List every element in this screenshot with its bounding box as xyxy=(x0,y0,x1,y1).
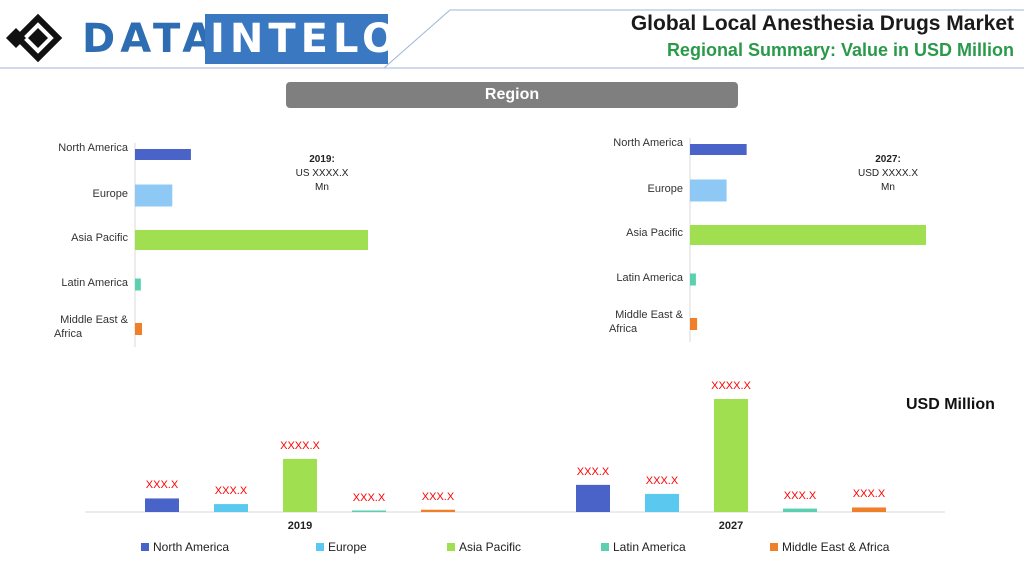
data-label: XXX.X xyxy=(421,490,455,503)
legend-swatch xyxy=(770,543,778,551)
category-label: Asia Pacific xyxy=(8,231,128,245)
legend-label: Latin America xyxy=(613,540,686,554)
category-label: Latin America xyxy=(563,271,683,285)
legend-item: Asia Pacific xyxy=(447,540,521,554)
year-note-year: 2027: xyxy=(875,154,901,165)
logo-data-text: DATA xyxy=(82,16,219,62)
vbar-2019-north-america xyxy=(145,498,179,512)
hbar-2019-asia-pacific xyxy=(135,230,368,250)
hbar-2019-latin-america xyxy=(135,278,141,291)
legend-swatch xyxy=(141,543,149,551)
data-label: XXX.X xyxy=(352,491,386,504)
category-label-line: Middle East & xyxy=(60,314,128,326)
vbar-2019-middle-east-africa xyxy=(421,509,455,512)
legend-item: Middle East & Africa xyxy=(770,540,889,554)
data-label: XXX.X xyxy=(576,465,610,478)
data-label: XXXX.X xyxy=(280,439,320,452)
category-label: Middle East & Africa xyxy=(563,308,683,336)
page-subtitle: Regional Summary: Value in USD Million xyxy=(666,40,1014,60)
logo-intelo-text: INTELO xyxy=(210,16,402,62)
hbar-2027-asia-pacific xyxy=(690,225,926,245)
category-label-line: Asia Pacific xyxy=(71,232,128,244)
hbar-2019-europe xyxy=(135,184,173,207)
legend-label: Middle East & Africa xyxy=(782,540,890,554)
category-label-line: Europe xyxy=(92,187,128,200)
unit-label: USD Million xyxy=(906,396,995,413)
header-banner xyxy=(0,9,1024,69)
category-label-line: Africa xyxy=(53,328,83,340)
year-note-unit: Mn xyxy=(881,182,895,193)
region-header-bar: Region xyxy=(286,82,738,108)
legend-label: North America xyxy=(153,540,230,554)
data-label: XXXX.X xyxy=(711,380,751,392)
category-label-line: North America xyxy=(613,137,683,149)
legend-label: Europe xyxy=(328,540,367,554)
legend-swatch xyxy=(601,543,609,551)
vbar-2027-middle-east-africa xyxy=(852,507,886,512)
logo-intelo-box xyxy=(205,14,388,64)
legend-swatch xyxy=(447,543,455,551)
vbar-2019-europe xyxy=(214,504,248,512)
page-title: Global Local Anesthesia Drugs Market xyxy=(630,12,1014,35)
legend-item: North America xyxy=(141,540,229,554)
data-label: XXX.X xyxy=(214,485,248,498)
hbar-2027-latin-america xyxy=(690,273,696,286)
year-note-unit: Mn xyxy=(315,182,329,193)
vbar-2027-north-america xyxy=(576,484,610,512)
category-label-line: Middle East & xyxy=(615,309,683,321)
legend-swatch xyxy=(316,543,324,551)
hbar-2027-europe xyxy=(690,179,727,202)
category-label-line: Latin America xyxy=(61,276,128,289)
category-label-line: Asia Pacific xyxy=(626,227,683,239)
hbar-2027-north-america xyxy=(690,144,747,155)
data-label: XXX.X xyxy=(852,488,886,501)
group-label-2019: 2019 xyxy=(287,520,313,532)
category-label-line: North America xyxy=(58,142,128,154)
category-label-line: Latin America xyxy=(616,271,683,284)
year-total-note: 2027: USD XXXX.X Mn xyxy=(843,153,933,195)
category-label: Middle East & Africa xyxy=(8,313,128,341)
year-total-note: 2019: US XXXX.X Mn xyxy=(277,153,367,195)
data-label: XXX.X xyxy=(645,474,679,487)
year-note-value: USD XXXX.X xyxy=(857,168,919,179)
data-label: XXX.X xyxy=(145,479,179,492)
vbar-2019-asia-pacific xyxy=(283,458,317,512)
vbar-2027-latin-america xyxy=(783,508,817,512)
category-label: Asia Pacific xyxy=(563,226,683,240)
category-label: North America xyxy=(8,141,128,155)
hbar-2027-middle-east-africa xyxy=(690,318,698,330)
category-label-line: Europe xyxy=(647,182,683,195)
category-label-line: Africa xyxy=(608,323,638,335)
group-label-2027: 2027 xyxy=(718,520,744,532)
logo-mark-icon xyxy=(6,13,63,63)
hbar-2019-north-america xyxy=(135,149,191,160)
vbar-2019-latin-america xyxy=(352,510,386,512)
category-label: North America xyxy=(563,136,683,150)
legend-item: Latin America xyxy=(601,540,686,554)
vbar-2027-europe xyxy=(645,493,679,512)
vbar-2027-asia-pacific xyxy=(714,399,748,512)
category-label: Europe xyxy=(563,182,683,196)
legend-item: Europe xyxy=(316,540,367,554)
category-label: Latin America xyxy=(8,276,128,290)
hbar-2019-middle-east-africa xyxy=(135,323,142,335)
legend-label: Asia Pacific xyxy=(459,540,522,554)
data-label: XXX.X xyxy=(783,489,817,502)
year-note-year: 2019: xyxy=(309,154,335,165)
year-note-value: US XXXX.X xyxy=(295,168,349,179)
category-label: Europe xyxy=(8,187,128,201)
